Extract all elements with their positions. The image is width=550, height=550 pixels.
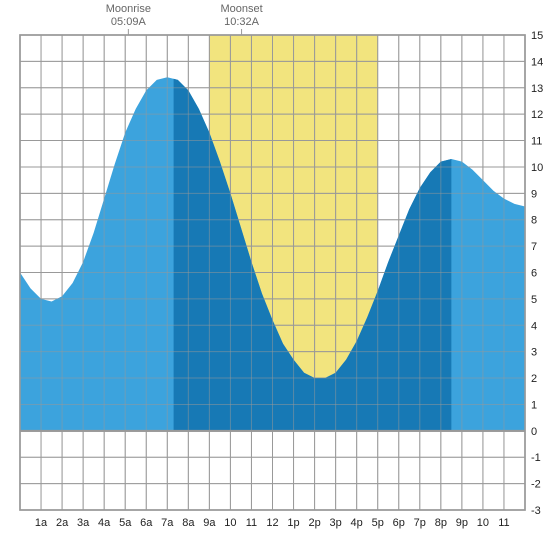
x-tick-label: 6a bbox=[140, 517, 153, 529]
x-tick-label: 11 bbox=[498, 517, 509, 529]
moonrise-label: Moonrise05:09A bbox=[98, 3, 158, 29]
y-tick-label: 5 bbox=[531, 294, 537, 306]
x-tick-label: 9a bbox=[203, 517, 216, 529]
x-tick-label: 3a bbox=[77, 517, 90, 529]
x-tick-label: 6p bbox=[393, 517, 405, 529]
chart-svg: -3-2-101234567891011121314151a2a3a4a5a6a… bbox=[0, 0, 550, 550]
y-tick-label: 7 bbox=[531, 241, 537, 253]
x-tick-label: 10 bbox=[224, 517, 236, 529]
x-tick-label: 12 bbox=[266, 517, 278, 529]
x-tick-label: 7a bbox=[161, 517, 174, 529]
moonrise-time: 05:09A bbox=[98, 16, 158, 29]
y-tick-label: -3 bbox=[531, 505, 541, 517]
x-tick-label: 5p bbox=[372, 517, 384, 529]
x-tick-label: 7p bbox=[414, 517, 426, 529]
x-tick-label: 9p bbox=[456, 517, 468, 529]
y-tick-label: 12 bbox=[531, 109, 543, 121]
x-tick-label: 1p bbox=[287, 517, 299, 529]
x-tick-label: 4a bbox=[98, 517, 111, 529]
y-tick-label: -2 bbox=[531, 479, 541, 491]
moonrise-title: Moonrise bbox=[98, 3, 158, 16]
x-tick-label: 4p bbox=[351, 517, 363, 529]
y-tick-label: 15 bbox=[531, 30, 543, 42]
x-tick-label: 3p bbox=[330, 517, 342, 529]
y-tick-label: 1 bbox=[531, 399, 537, 411]
y-tick-label: 4 bbox=[531, 320, 537, 332]
x-tick-label: 2a bbox=[56, 517, 69, 529]
moonset-label: Moonset10:32A bbox=[212, 3, 272, 29]
x-tick-label: 11 bbox=[246, 517, 257, 529]
moonset-title: Moonset bbox=[212, 3, 272, 16]
x-tick-label: 1a bbox=[35, 517, 48, 529]
x-tick-label: 2p bbox=[308, 517, 320, 529]
y-tick-label: 0 bbox=[531, 426, 537, 438]
x-tick-label: 10 bbox=[477, 517, 489, 529]
y-tick-label: -1 bbox=[531, 452, 541, 464]
y-tick-label: 9 bbox=[531, 188, 537, 200]
y-tick-label: 11 bbox=[531, 136, 542, 148]
x-tick-label: 5a bbox=[119, 517, 132, 529]
y-tick-label: 3 bbox=[531, 347, 537, 359]
y-tick-label: 6 bbox=[531, 268, 537, 280]
tide-chart: -3-2-101234567891011121314151a2a3a4a5a6a… bbox=[0, 0, 550, 550]
y-tick-label: 14 bbox=[531, 56, 543, 68]
x-tick-label: 8p bbox=[435, 517, 447, 529]
y-tick-label: 13 bbox=[531, 83, 543, 95]
y-tick-label: 2 bbox=[531, 373, 537, 385]
moonset-time: 10:32A bbox=[212, 16, 272, 29]
y-tick-label: 8 bbox=[531, 215, 537, 227]
y-tick-label: 10 bbox=[531, 162, 543, 174]
x-tick-label: 8a bbox=[182, 517, 195, 529]
